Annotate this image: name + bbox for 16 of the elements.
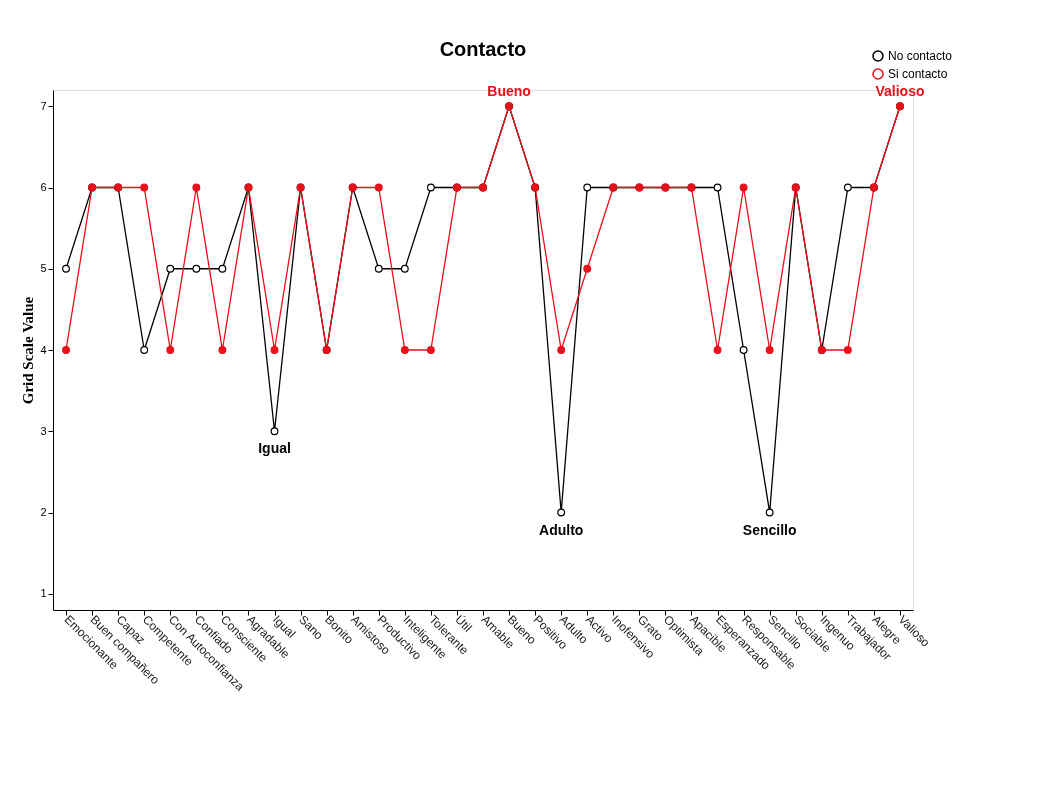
y-tick-label: 7 — [40, 99, 47, 112]
y-tick-label: 5 — [40, 262, 47, 275]
y-tick-label: 6 — [40, 181, 47, 193]
annotation: Adulto — [539, 521, 584, 538]
y-tick-label: 1 — [40, 587, 47, 600]
annotation: Valioso — [875, 83, 925, 100]
y-tick-label: 3 — [40, 424, 47, 437]
annotation: Bueno — [487, 83, 531, 100]
legend-label: No contacto — [888, 49, 953, 63]
chart-title: Contacto — [439, 38, 527, 60]
y-tick-label: 4 — [40, 343, 47, 356]
y-tick-label: 2 — [40, 506, 47, 518]
annotation: Sencillo — [742, 521, 797, 538]
legend-label: Si contacto — [888, 67, 948, 81]
annotation: Igual — [258, 440, 291, 457]
y-axis-title: Grid Scale Value — [20, 296, 37, 405]
